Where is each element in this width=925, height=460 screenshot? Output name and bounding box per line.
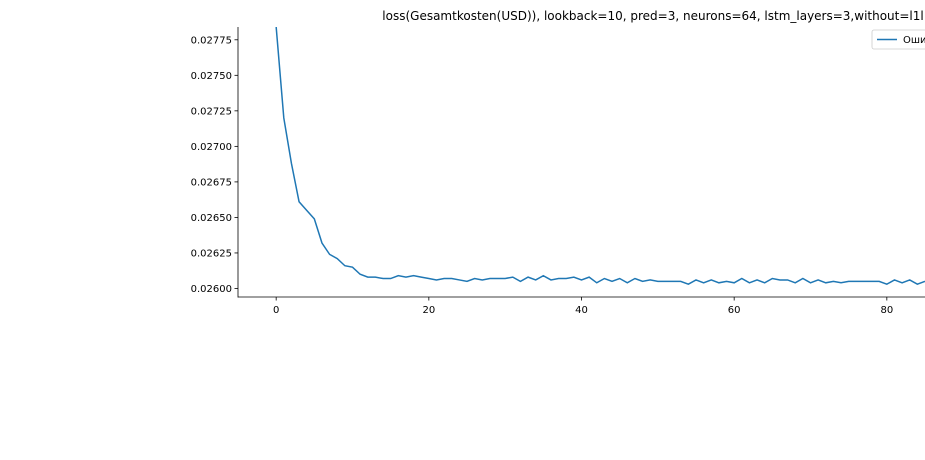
y-tick-label: 0.02700	[191, 142, 232, 153]
x-tick-label: 60	[728, 305, 741, 316]
x-tick-label: 20	[422, 305, 435, 316]
legend: Оши	[871, 29, 925, 50]
x-tick-label: 40	[575, 305, 588, 316]
x-tick-label: 0	[273, 305, 279, 316]
legend-entry-label: Оши	[903, 35, 925, 46]
axes: 0 20 40 60 80 0.02600 0.02625 0.02650 0.02675 0.0…	[191, 27, 925, 316]
y-tick-label: 0.02775	[191, 35, 232, 46]
series-line-0	[275, 27, 925, 286]
y-tick-label: 0.02600	[191, 284, 232, 295]
y-tick-label: 0.02725	[191, 106, 232, 117]
y-tick-label: 0.02625	[191, 248, 232, 259]
x-tick-label: 80	[880, 305, 893, 316]
y-tick-label: 0.02675	[191, 177, 232, 188]
y-tick-label: 0.02750	[191, 71, 232, 82]
plot-area	[275, 27, 925, 286]
y-tick-label: 0.02650	[191, 213, 232, 224]
chart-title: loss(Gesamtkosten(USD)), lookback=10, pr…	[382, 9, 923, 23]
legend-box	[871, 29, 925, 50]
